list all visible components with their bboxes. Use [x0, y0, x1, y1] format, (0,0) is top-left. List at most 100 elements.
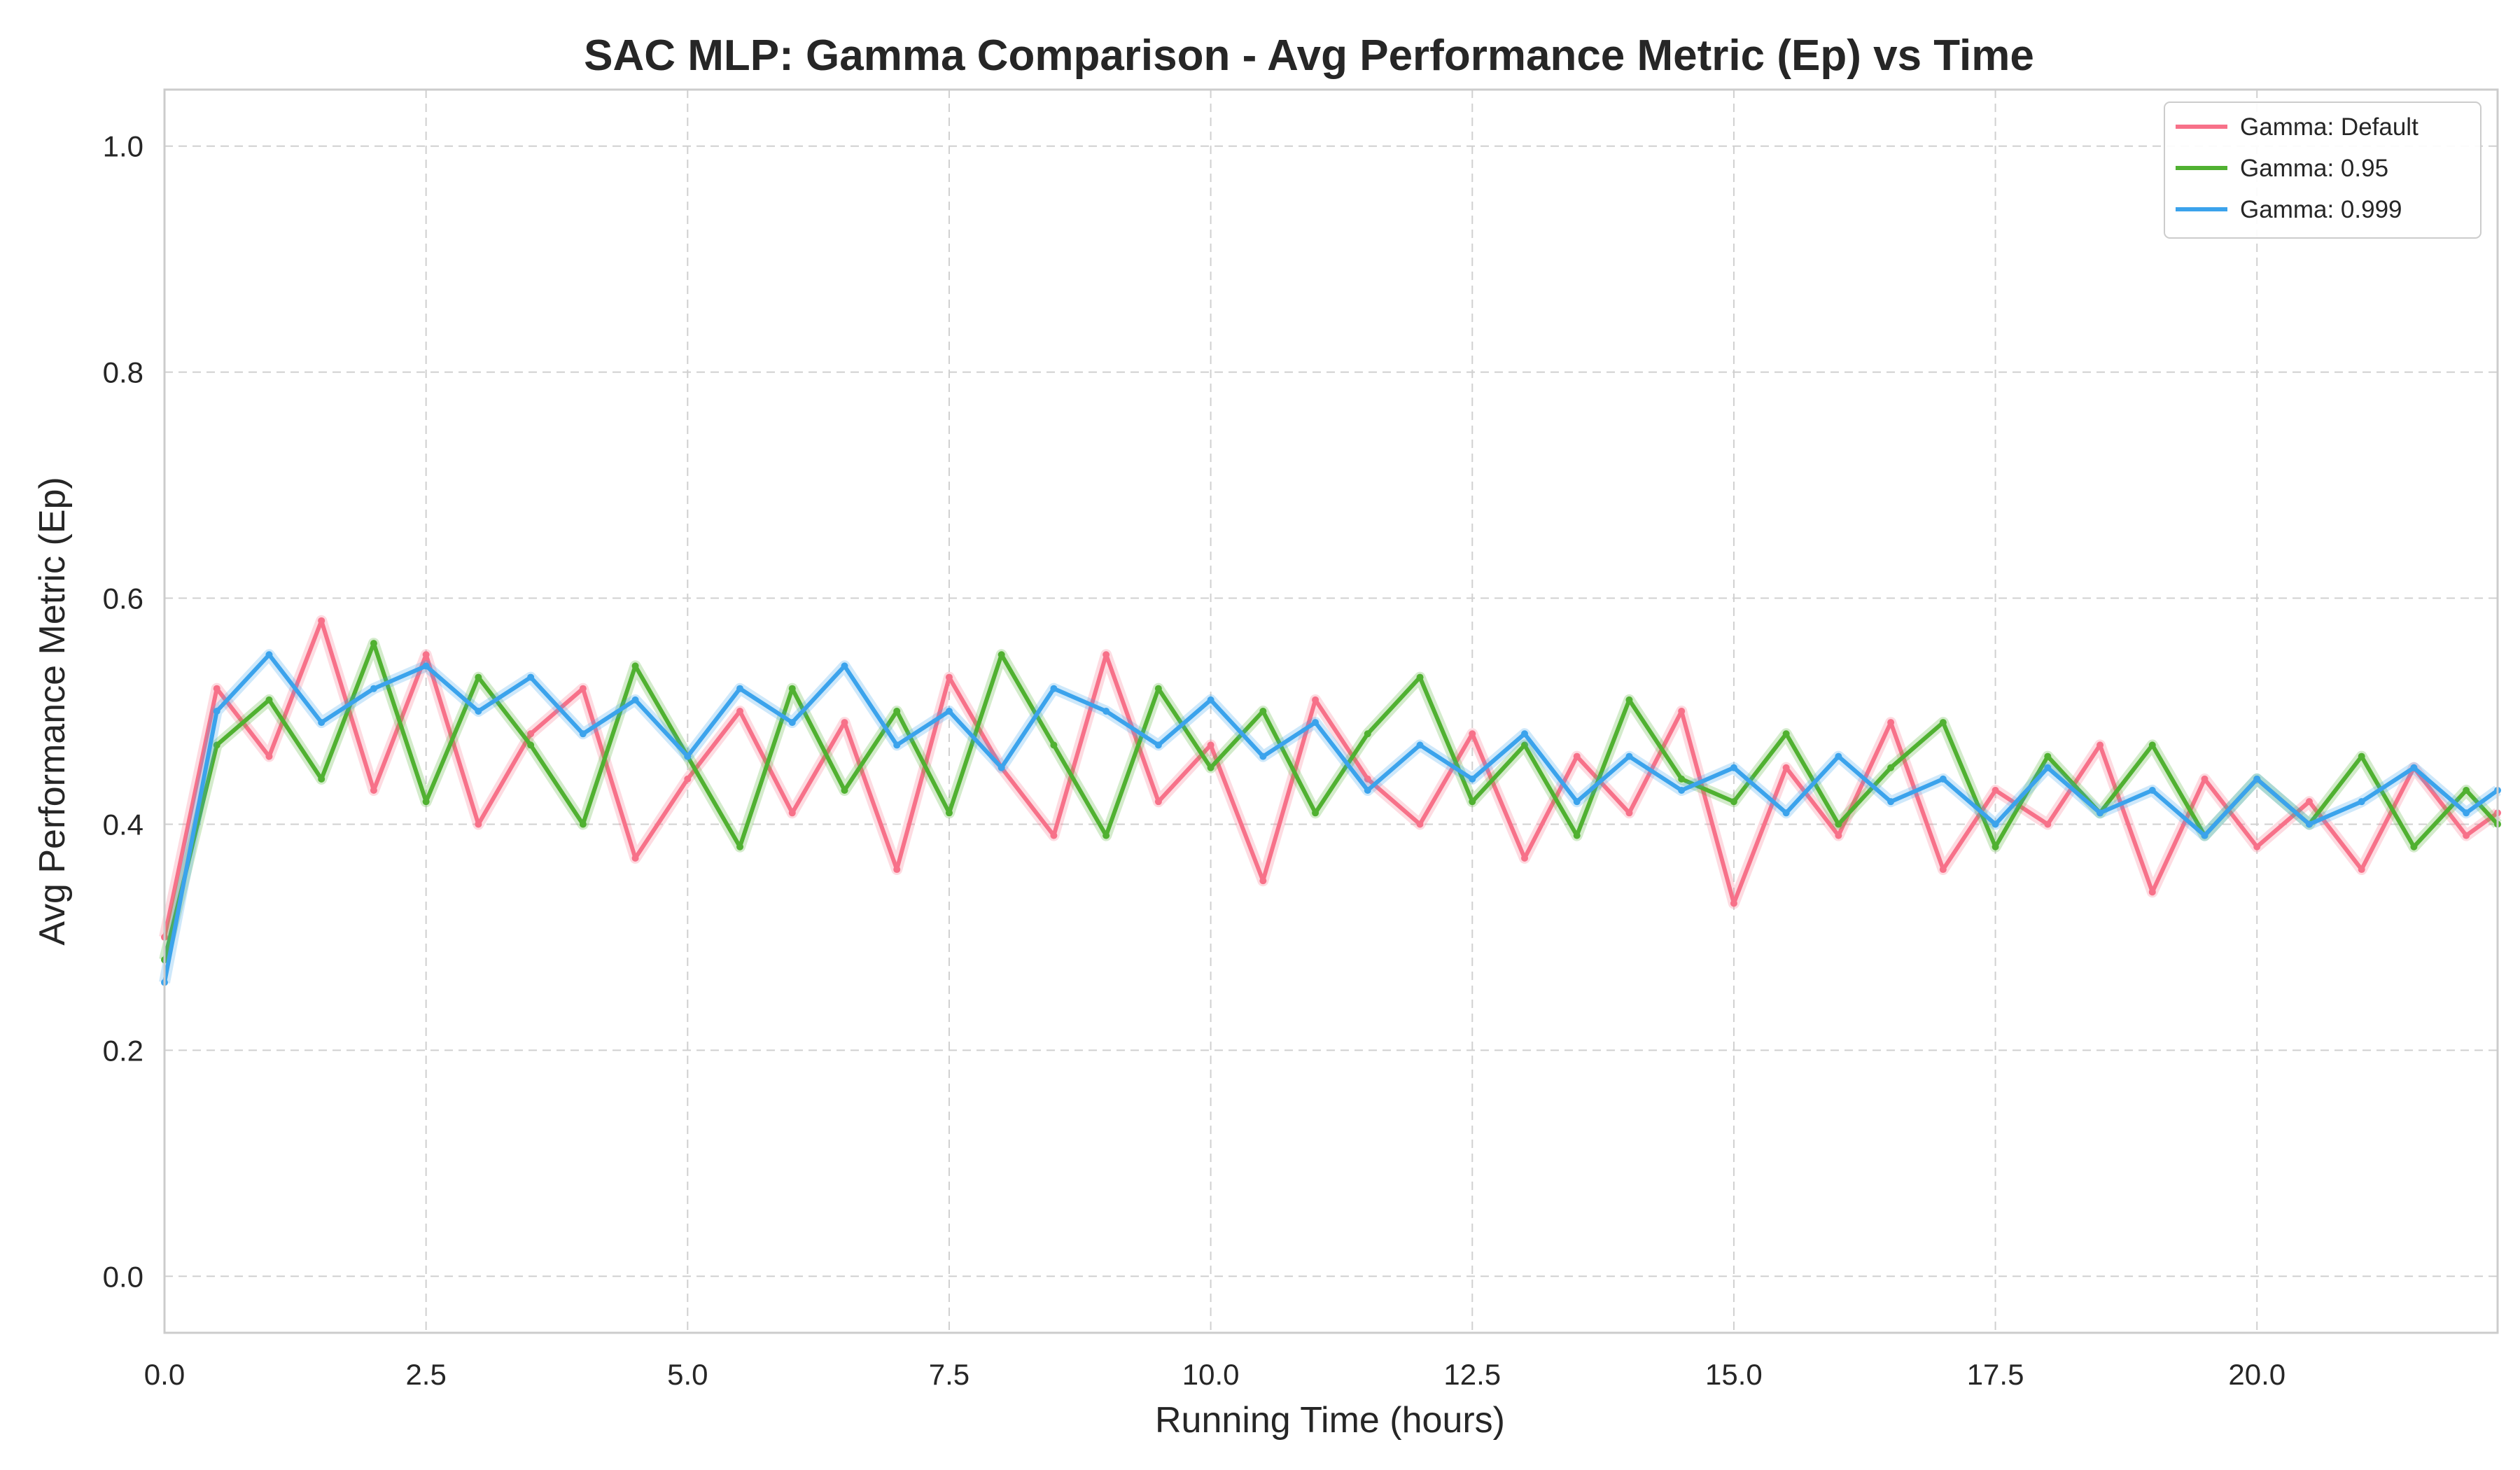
series-point	[2358, 866, 2365, 874]
x-axis-label: Running Time (hours)	[1155, 1400, 1505, 1441]
series-point	[213, 708, 220, 715]
series-point	[2463, 809, 2470, 817]
series-point	[736, 843, 744, 850]
series-point	[997, 651, 1005, 659]
series-point	[2253, 843, 2261, 850]
series-point	[1573, 752, 1581, 760]
series-point	[2201, 832, 2208, 839]
series-point	[265, 696, 273, 704]
series-point	[1416, 673, 1424, 681]
series-point	[422, 651, 430, 659]
series-point	[1887, 719, 1895, 727]
series-point	[1521, 854, 1529, 862]
x-tick-label: 5.0	[667, 1358, 708, 1391]
series-point	[945, 708, 953, 715]
series-point	[1939, 719, 1947, 727]
series-point	[631, 696, 639, 704]
series-point	[1991, 787, 1999, 794]
series-line	[162, 641, 2500, 960]
series-point	[1207, 696, 1214, 704]
series-point	[1312, 696, 1320, 704]
x-tick-label: 12.5	[1443, 1358, 1501, 1391]
series-point	[1625, 696, 1633, 704]
series-point	[1678, 787, 1686, 794]
series-point	[1521, 730, 1529, 738]
series-point	[1991, 820, 1999, 828]
series-point	[1730, 798, 1737, 806]
series-point	[788, 809, 796, 817]
series-point	[1364, 730, 1371, 738]
y-tick-label: 0.6	[103, 582, 144, 615]
x-tick-label: 7.5	[929, 1358, 969, 1391]
series-point	[1102, 651, 1110, 659]
series-point	[2410, 843, 2418, 850]
chart-title: SAC MLP: Gamma Comparison - Avg Performa…	[584, 31, 2034, 80]
series-point	[1782, 809, 1790, 817]
series-point	[736, 708, 744, 715]
series-point	[1469, 775, 1476, 783]
series-point	[736, 685, 744, 692]
y-tick-label: 0.8	[103, 356, 144, 389]
series-point	[1678, 708, 1686, 715]
series-point	[684, 775, 692, 783]
series-point	[1835, 752, 1842, 760]
series-point	[527, 730, 535, 738]
series-point	[579, 685, 587, 692]
plot-area	[159, 88, 2502, 1334]
y-tick-labels: 0.0 0.2 0.4 0.6 0.8 1.0	[103, 130, 144, 1294]
series-point	[631, 662, 639, 670]
series-point	[2305, 798, 2313, 806]
series-point	[1154, 685, 1162, 692]
series-point	[2044, 820, 2052, 828]
y-tick-label: 0.2	[103, 1034, 144, 1067]
series-point	[1887, 764, 1895, 771]
series-line	[162, 618, 2499, 938]
x-tick-label: 0.0	[144, 1358, 185, 1391]
series-point	[893, 708, 901, 715]
series-point	[527, 673, 535, 681]
series-point	[370, 685, 377, 692]
x-tick-label: 20.0	[2228, 1358, 2286, 1391]
series-point	[2358, 798, 2365, 806]
series-point	[1259, 752, 1267, 760]
series-point	[997, 764, 1005, 771]
series-point	[1521, 741, 1529, 749]
series-point	[1207, 764, 1214, 771]
series-point	[2201, 775, 2208, 783]
series-point	[2358, 752, 2365, 760]
series-point	[1887, 798, 1895, 806]
series-point	[213, 741, 220, 749]
series-point	[1835, 820, 1842, 828]
series-point	[579, 820, 587, 828]
x-tick-label: 17.5	[1967, 1358, 2024, 1391]
series-point	[1312, 719, 1320, 727]
series-point	[2410, 764, 2418, 771]
series-point	[1416, 820, 1424, 828]
series-point	[422, 798, 430, 806]
series-point	[1364, 787, 1371, 794]
series-point	[213, 685, 220, 692]
series-point	[893, 866, 901, 874]
legend-label-0999: Gamma: 0.999	[2240, 196, 2402, 223]
series-point	[318, 775, 326, 783]
series-line	[162, 652, 2499, 983]
x-tick-label: 15.0	[1705, 1358, 1763, 1391]
y-tick-label: 1.0	[103, 130, 144, 163]
y-tick-label: 0.0	[103, 1260, 144, 1293]
series-point	[1939, 866, 1947, 874]
x-tick-labels: 0.0 2.5 5.0 7.5 10.0 12.5 15.0 17.5 20.0	[144, 1358, 2286, 1391]
series-point	[1573, 798, 1581, 806]
series-point	[1050, 832, 1058, 839]
series-point	[945, 673, 953, 681]
legend-box	[2164, 102, 2482, 239]
series-point	[2305, 820, 2313, 828]
series-layer	[159, 615, 2502, 986]
series-point	[265, 752, 273, 760]
series-point	[527, 741, 535, 749]
series-point	[2463, 832, 2470, 839]
series-point	[945, 809, 953, 817]
series-point	[841, 787, 848, 794]
series-point	[1259, 877, 1267, 885]
series-point	[1625, 752, 1633, 760]
series-point	[2044, 764, 2052, 771]
